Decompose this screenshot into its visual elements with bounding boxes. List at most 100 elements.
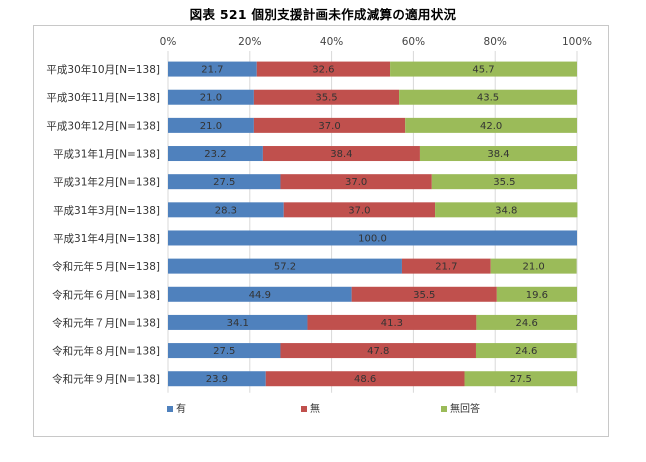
legend-label: 無 xyxy=(310,402,320,415)
category-label: 平成30年11月[N=138] xyxy=(46,91,160,104)
bar-segment xyxy=(256,61,391,77)
x-tick-labels: 0% 20% 40% 60% 80% 100% xyxy=(160,36,592,48)
bar-segment xyxy=(399,89,577,105)
category-label: 令和元年８月[N=138] xyxy=(52,345,160,358)
bar-segment xyxy=(476,314,577,330)
data-label: 37.0 xyxy=(345,177,367,188)
data-label: 38.4 xyxy=(330,149,352,160)
bar-segment xyxy=(168,89,254,105)
category-labels: 平成30年10月[N=138] 平成30年11月[N=138] 平成30年12月[N… xyxy=(46,63,160,386)
category-label: 平成30年10月[N=138] xyxy=(46,63,160,76)
bar-segment xyxy=(168,230,577,246)
x-tick-label: 80% xyxy=(484,36,507,48)
data-label: 35.5 xyxy=(493,177,515,188)
data-label: 48.6 xyxy=(354,374,376,385)
bar-segment xyxy=(464,371,577,387)
data-label: 23.2 xyxy=(204,149,226,160)
x-tick-label: 40% xyxy=(320,36,343,48)
bar-segment xyxy=(490,258,577,274)
bar-segment xyxy=(496,286,577,302)
data-label: 24.6 xyxy=(515,346,537,357)
bar-segment xyxy=(431,174,577,190)
legend-label: 無回答 xyxy=(450,402,480,415)
bar-segment xyxy=(168,314,308,330)
data-label: 27.5 xyxy=(213,346,235,357)
bars: 21.7 32.6 45.7 21.0 35.5 43.5 21.0 37.0 42.0 23.2… xyxy=(168,61,578,387)
data-label: 35.5 xyxy=(413,290,435,301)
category-label: 令和元年６月[N=138] xyxy=(52,288,160,301)
bar-segment xyxy=(401,258,491,274)
bar-segment xyxy=(168,371,266,387)
data-label: 43.5 xyxy=(477,93,499,104)
bar-segment xyxy=(307,314,477,330)
data-label: 24.6 xyxy=(516,318,538,329)
data-label: 37.0 xyxy=(348,205,370,216)
bar-segment xyxy=(168,343,281,359)
x-tick-label: 0% xyxy=(160,36,177,48)
x-tick-label: 20% xyxy=(238,36,261,48)
data-label: 32.6 xyxy=(312,65,334,76)
data-label: 28.3 xyxy=(215,205,237,216)
bar-segment xyxy=(168,117,254,133)
category-label: 令和元年５月[N=138] xyxy=(52,260,160,273)
data-label: 21.7 xyxy=(435,262,457,273)
data-label: 38.4 xyxy=(487,149,509,160)
data-label: 21.0 xyxy=(200,121,222,132)
data-label: 19.6 xyxy=(526,290,548,301)
x-tick-label: 60% xyxy=(402,36,425,48)
legend-label: 有 xyxy=(176,402,186,415)
data-label: 41.3 xyxy=(381,318,403,329)
data-label: 35.5 xyxy=(315,93,337,104)
data-label: 21.0 xyxy=(523,262,545,273)
data-label: 23.9 xyxy=(206,374,228,385)
x-tick-label: 100% xyxy=(562,36,592,48)
bar-segment xyxy=(435,202,578,218)
bar-segment xyxy=(280,343,476,359)
bar-segment xyxy=(168,146,263,162)
bar-segment xyxy=(253,117,406,133)
data-label: 47.8 xyxy=(367,346,389,357)
data-label: 37.0 xyxy=(318,121,340,132)
bar-segment xyxy=(405,117,577,133)
bar-segment xyxy=(390,61,577,77)
bar-segment xyxy=(168,61,257,77)
bar-segment xyxy=(419,146,577,162)
legend: 有 無 無回答 xyxy=(167,402,480,415)
bar-segment xyxy=(168,258,402,274)
legend-swatch xyxy=(301,406,307,412)
bar-segment xyxy=(280,174,432,190)
data-label: 42.0 xyxy=(480,121,502,132)
category-label: 平成31年4月[N=138] xyxy=(53,232,160,245)
bar-segment xyxy=(168,286,352,302)
data-label: 27.5 xyxy=(213,177,235,188)
category-label: 令和元年７月[N=138] xyxy=(52,316,160,329)
bar-segment xyxy=(253,89,400,105)
data-label: 34.8 xyxy=(495,205,517,216)
legend-swatch xyxy=(167,406,173,412)
data-label: 44.9 xyxy=(249,290,271,301)
category-label: 令和元年９月[N=138] xyxy=(52,373,160,386)
data-label: 21.7 xyxy=(201,65,223,76)
data-label: 34.1 xyxy=(227,318,249,329)
bar-segment xyxy=(351,286,497,302)
category-label: 平成31年3月[N=138] xyxy=(53,204,160,217)
data-label: 100.0 xyxy=(358,233,387,244)
bar-segment xyxy=(168,174,281,190)
data-label: 21.0 xyxy=(200,93,222,104)
bar-segment xyxy=(475,343,577,359)
chart-frame xyxy=(33,25,609,437)
chart-title: 図表 521 個別支援計画未作成減算の適用状況 xyxy=(189,7,457,22)
data-label: 27.5 xyxy=(510,374,532,385)
bar-segment xyxy=(168,202,284,218)
category-label: 平成31年2月[N=138] xyxy=(53,176,160,189)
bar-segment xyxy=(283,202,436,218)
data-label: 45.7 xyxy=(472,65,494,76)
gridlines xyxy=(167,51,578,393)
data-label: 57.2 xyxy=(274,262,296,273)
bar-segment xyxy=(265,371,465,387)
category-label: 平成30年12月[N=138] xyxy=(46,119,160,132)
category-label: 平成31年1月[N=138] xyxy=(53,148,160,161)
bar-segment xyxy=(262,146,420,162)
legend-swatch xyxy=(441,406,447,412)
